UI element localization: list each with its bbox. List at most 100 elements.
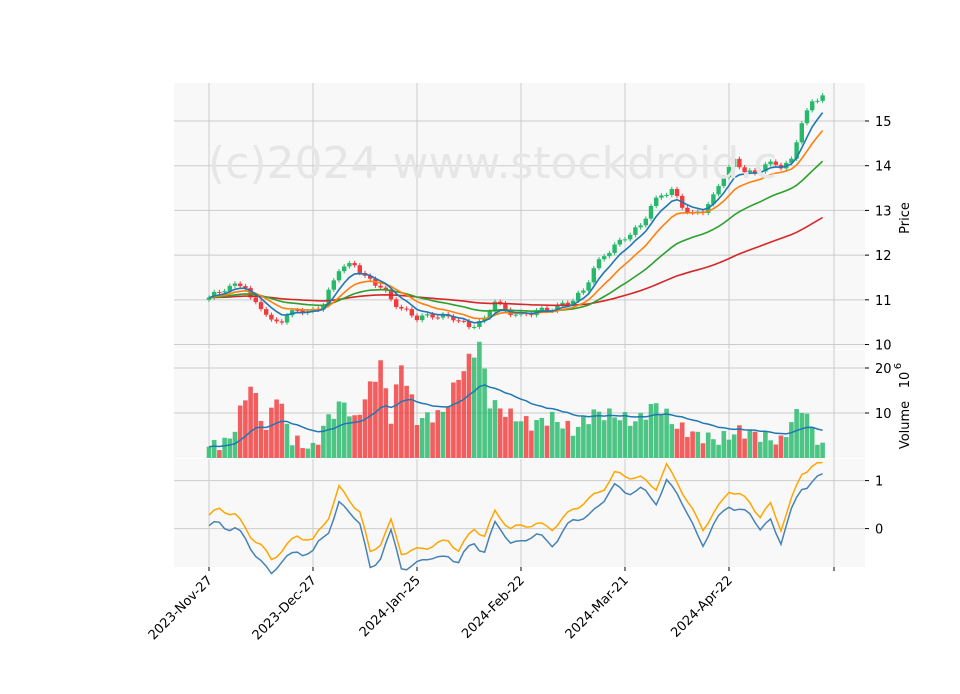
volume-bar: [789, 422, 794, 458]
candle-body: [253, 297, 258, 303]
volume-bar: [700, 443, 706, 458]
candle-body: [721, 177, 726, 187]
candle-body: [399, 306, 404, 309]
volume-bar: [341, 402, 347, 458]
volume-bar: [523, 416, 529, 458]
volume-bar: [549, 411, 555, 458]
indicator-panel: [174, 459, 865, 567]
volume-bar: [414, 425, 420, 458]
volume-bar: [638, 412, 643, 458]
volume-bar: [258, 420, 264, 458]
volume-bar: [373, 381, 378, 458]
candle-body: [295, 310, 300, 312]
volume-bar: [497, 408, 503, 458]
volume-bar: [425, 412, 430, 458]
volume-bar: [757, 441, 763, 458]
ma-long-line: [208, 160, 824, 313]
candle-body: [539, 307, 544, 311]
candle-body: [404, 308, 409, 310]
volume-bar: [482, 368, 487, 458]
candle-body: [435, 317, 440, 319]
candle-body: [576, 292, 581, 301]
volume-bar: [783, 437, 789, 458]
volume-bar: [253, 393, 259, 458]
volume-bar: [612, 417, 617, 458]
candle-body: [768, 161, 773, 165]
ma-short-line: [208, 112, 824, 324]
volume-bar: [513, 421, 519, 458]
volume-bar: [451, 382, 456, 458]
candle-body: [586, 282, 591, 291]
volume-bar: [456, 379, 461, 458]
volume-bar: [300, 448, 305, 458]
volume-bar: [679, 422, 685, 458]
candle-body: [591, 268, 596, 283]
volume-bar: [731, 434, 737, 458]
volume-bar: [315, 444, 321, 458]
volume-bar: [643, 419, 649, 458]
candle-body: [726, 167, 732, 178]
candle-body: [737, 158, 742, 168]
volume-bar: [799, 412, 805, 458]
candle-body: [752, 170, 758, 174]
candle-body: [622, 239, 628, 241]
volume-bar: [529, 430, 534, 458]
candle-body: [638, 225, 643, 228]
price-axis-label: Price: [898, 202, 913, 234]
candle-body: [513, 314, 518, 316]
volume-bar: [508, 408, 513, 458]
candle-body: [264, 309, 269, 315]
candle-body: [461, 320, 466, 322]
volume-bar: [243, 400, 248, 458]
candle-body: [279, 321, 284, 323]
candle-body: [732, 158, 737, 168]
volume-bar: [721, 431, 727, 458]
volume-bar: [248, 386, 253, 458]
volume-bar: [232, 431, 238, 458]
candle-body: [269, 314, 274, 320]
y-tick-label: 1: [875, 475, 883, 490]
volume-bar: [378, 360, 383, 458]
y-axis-ticks: 10 11 12 13 14 15 10 20 0 1: [865, 115, 892, 538]
candle-body: [498, 301, 503, 304]
candle-body: [414, 315, 420, 321]
candle-body: [284, 315, 290, 323]
volume-bar: [409, 394, 415, 458]
x-tick-label: 2023-Dec-27: [250, 573, 320, 643]
x-tick-label: 2024-Feb-22: [459, 573, 528, 642]
volume-bar: [737, 425, 742, 458]
volume-bar: [575, 426, 581, 458]
volume-bar: [404, 385, 409, 458]
candle-body: [425, 314, 430, 316]
candle-body: [274, 319, 279, 322]
volume-bar: [539, 417, 545, 458]
candle-body: [674, 188, 680, 196]
candle-body: [607, 252, 612, 257]
volume-bar: [347, 416, 352, 458]
x-tick-label: 2024-Jan-25: [357, 573, 424, 640]
volume-bar: [383, 388, 389, 458]
candle-body: [659, 195, 664, 198]
candle-body: [357, 265, 362, 273]
volume-bar: [711, 439, 716, 458]
candle-body: [555, 304, 560, 311]
candle-body: [799, 123, 804, 143]
volume-bar: [607, 408, 612, 458]
candle-body: [378, 285, 383, 288]
volume-bar: [815, 444, 820, 458]
volume-bar: [586, 424, 591, 458]
price-panel: [174, 83, 865, 349]
volume-bar: [263, 429, 269, 458]
volume-bars: [206, 341, 825, 458]
candle-body: [617, 239, 622, 245]
candle-body: [763, 164, 768, 172]
volume-bar: [310, 442, 316, 458]
candle-body: [810, 101, 815, 111]
y-tick-label: 10: [875, 339, 892, 354]
volume-bar: [217, 450, 222, 458]
volume-bar: [659, 415, 664, 458]
candle-body: [222, 291, 227, 293]
volume-bar: [274, 399, 279, 458]
candle-body: [565, 302, 570, 305]
